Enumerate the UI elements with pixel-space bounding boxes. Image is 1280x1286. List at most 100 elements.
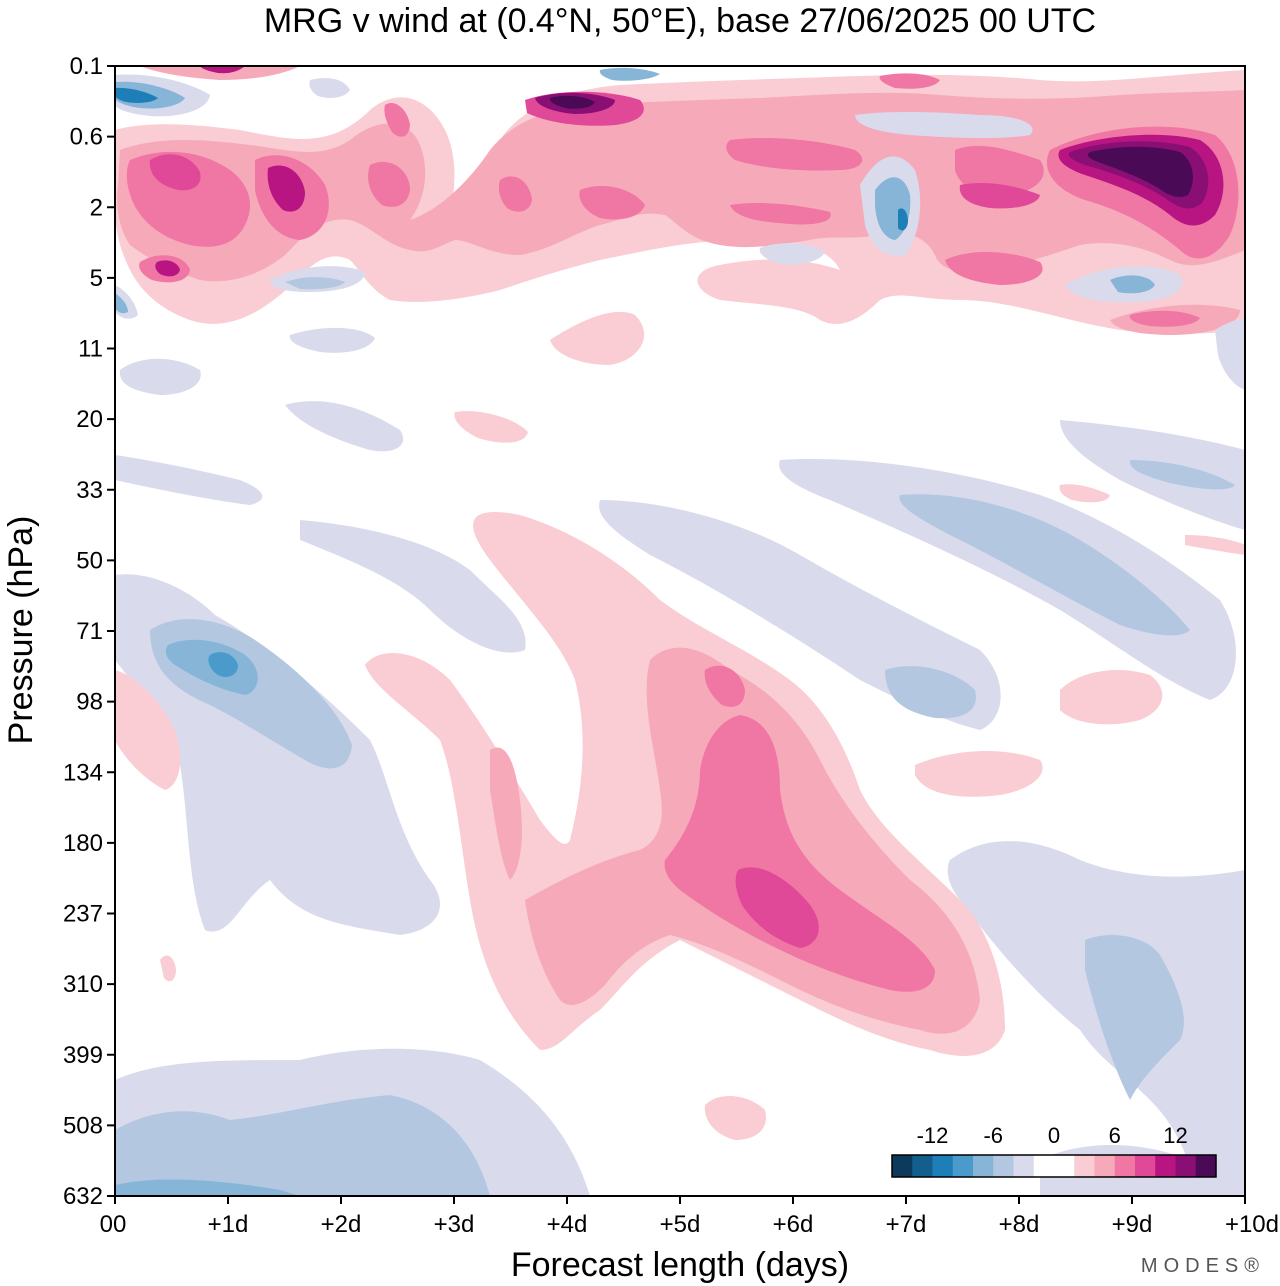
contour-neg-right-lower-1 — [947, 841, 1245, 1196]
contour-pos-strat-9 — [498, 176, 532, 212]
y-tick-label: 310 — [63, 971, 103, 998]
contour-pos-strat-11 — [726, 138, 863, 171]
contour-pos-main-6 — [735, 867, 819, 948]
contour-neg-strat-7 — [898, 208, 908, 231]
colorbar-segment — [1155, 1155, 1176, 1177]
y-tick-label: 134 — [63, 759, 103, 786]
contour-neg-left-upper — [119, 358, 201, 395]
y-tick-label: 11 — [78, 336, 103, 363]
colorbar-segment — [993, 1155, 1014, 1177]
colorbar-tick-label: 12 — [1163, 1123, 1187, 1148]
colorbar: -12 -6 0 6 12 — [891, 1123, 1217, 1178]
y-tick-label: 0.6 — [70, 124, 103, 151]
contour-pos-strat-19 — [155, 260, 180, 277]
contour-neg-strat-12 — [285, 277, 345, 290]
plot-area — [115, 66, 1245, 1196]
y-tick-label: 71 — [76, 618, 103, 645]
colorbar-segment — [1094, 1155, 1116, 1177]
contour-pos-strat-top-5 — [200, 66, 245, 74]
brand-logo: MODES® — [1141, 1255, 1265, 1277]
contour-neg-bottom-2 — [115, 1095, 490, 1196]
x-axis: 00 +1d +2d +3d +4d +5d +6d +7d +8d +9d +10d — [100, 1196, 1279, 1238]
y-tick-label: 20 — [76, 406, 103, 433]
contour-pos-strat-7 — [368, 161, 410, 207]
contour-pos-left-98 — [115, 670, 181, 790]
contour-neg-right-lower-2 — [1085, 935, 1184, 1100]
x-tick-label: +5d — [660, 1211, 701, 1238]
contour-pos-strat-17 — [1129, 310, 1200, 327]
x-tick-label: +1d — [208, 1211, 249, 1238]
contour-pos-strat-top-3 — [549, 95, 595, 109]
contour-pos-strat-8 — [384, 102, 410, 137]
contour-neg-strat-10 — [1110, 275, 1155, 294]
positive-contours — [115, 66, 1245, 1140]
y-tick-label: 2 — [90, 194, 103, 221]
y-axis-label: Pressure (hPa) — [2, 516, 40, 745]
y-tick-label: 50 — [76, 547, 103, 574]
contour-neg-strat-17 — [309, 78, 350, 98]
contour-pos-20 — [454, 411, 528, 443]
colorbar-segment — [1175, 1155, 1197, 1177]
colorbar-frame — [891, 1154, 1217, 1178]
contour-neg-strat-14 — [115, 293, 128, 314]
contour-pos-right-50 — [1185, 535, 1245, 555]
contour-neg-strat-18 — [599, 67, 660, 81]
y-tick-label: 399 — [63, 1042, 103, 1069]
y-tick-label: 508 — [63, 1112, 103, 1139]
y-tick-label: 98 — [76, 689, 103, 716]
y-axis: 0.1 0.6 2 5 11 20 33 50 71 98 134 180 237 310 399 508 63… — [63, 53, 115, 1210]
contour-pos-strat-14 — [959, 183, 1040, 209]
contour-pos-strat-4 — [149, 154, 201, 191]
contour-pos-strat-12 — [730, 202, 831, 225]
contour-neg-bottom-3 — [115, 1179, 300, 1196]
colorbar-segment — [1195, 1155, 1217, 1177]
x-tick-label: +7d — [886, 1211, 927, 1238]
x-tick-label: +3d — [434, 1211, 475, 1238]
contour-pos-right-33 — [1059, 484, 1110, 503]
contour-neg-left-33 — [115, 455, 263, 505]
contour-neg-strat-3 — [115, 87, 158, 103]
contour-neg-strat-4 — [855, 111, 1033, 139]
contour-pos-small-310 — [160, 955, 176, 982]
x-tick-label: +8d — [999, 1211, 1040, 1238]
contour-neg-lower-left-4 — [208, 652, 238, 677]
negative-strat-contours — [115, 67, 1245, 390]
contour-pos-main-4 — [664, 715, 935, 992]
colorbar-segment — [1033, 1155, 1055, 1177]
contour-pos-right-134 — [915, 750, 1043, 797]
contour-pos-strat-top-6 — [879, 73, 940, 89]
x-tick-label: +6d — [773, 1211, 814, 1238]
contour-pos-right-98 — [1060, 670, 1163, 725]
contour-pos-strat-10 — [579, 185, 645, 220]
contour-neg-right-upper-2 — [1129, 460, 1235, 490]
contour-neg-right-band-1 — [779, 459, 1237, 700]
colorbar-segment — [932, 1155, 954, 1177]
contour-neg-strat-16 — [1215, 318, 1245, 390]
contour-pos-11 — [550, 311, 645, 365]
colorbar-tick-label: 0 — [1048, 1123, 1060, 1148]
y-tick-label: 33 — [76, 477, 103, 504]
contour-pos-strat-6 — [267, 165, 305, 212]
x-tick-label: 00 — [100, 1211, 127, 1238]
colorbar-segment — [1114, 1155, 1136, 1177]
colorbar-segment — [973, 1155, 994, 1177]
contour-pos-strat-15 — [945, 251, 1043, 285]
contour-neg-left-20 — [285, 401, 404, 452]
contour-neg-strat-15 — [289, 327, 375, 353]
colorbar-tick-label: -6 — [983, 1123, 1003, 1148]
contour-pos-strat-max-4 — [1087, 146, 1193, 198]
y-tick-label: 0.1 — [70, 53, 103, 80]
colorbar-segment — [892, 1155, 913, 1177]
y-tick-label: 237 — [63, 901, 103, 928]
y-tick-label: 5 — [90, 265, 103, 292]
contour-neg-small-98 — [885, 666, 976, 719]
contour-pos-main-2 — [490, 747, 522, 880]
contour-pos-strat-2 — [117, 90, 1245, 282]
x-axis-label: Forecast length (days) — [511, 1246, 849, 1284]
y-tick-label: 180 — [63, 830, 103, 857]
contour-pos-bottom-508 — [704, 1095, 766, 1140]
negative-contours — [115, 358, 1245, 1196]
y-tick-label: 632 — [63, 1183, 103, 1210]
colorbar-segment — [1135, 1155, 1156, 1177]
